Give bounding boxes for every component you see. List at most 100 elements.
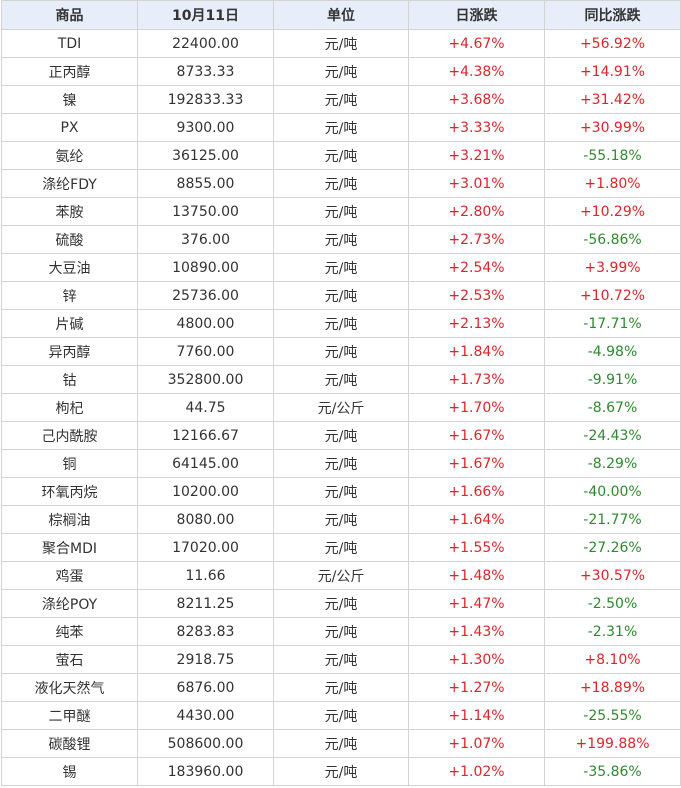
price-cell: 10200.00 <box>137 477 274 506</box>
table-row: 聚合MDI 17020.00 元/吨 +1.55% -27.26% <box>1 533 681 562</box>
commodity-name-cell: 氨纶 <box>1 141 138 170</box>
unit-cell: 元/吨 <box>273 141 409 170</box>
yoy-change-cell: -9.91% <box>544 365 681 394</box>
table-row: 氨纶 36125.00 元/吨 +3.21% -55.18% <box>1 141 681 170</box>
daily-change-cell: +1.70% <box>408 393 545 422</box>
yoy-change-cell: -8.67% <box>544 393 681 422</box>
commodity-name-cell: 镍 <box>1 85 138 114</box>
daily-change-cell: +1.55% <box>408 533 545 562</box>
daily-change-cell: +2.53% <box>408 281 545 310</box>
price-cell: 183960.00 <box>137 757 274 786</box>
daily-change-cell: +1.73% <box>408 365 545 394</box>
table-row: 大豆油 10890.00 元/吨 +2.54% +3.99% <box>1 253 681 282</box>
commodity-name-cell: 异丙醇 <box>1 337 138 366</box>
daily-change-cell: +4.38% <box>408 57 545 86</box>
table-row: 钴 352800.00 元/吨 +1.73% -9.91% <box>1 365 681 394</box>
yoy-change-cell: +14.91% <box>544 57 681 86</box>
unit-cell: 元/吨 <box>273 337 409 366</box>
yoy-change-cell: -2.31% <box>544 617 681 646</box>
daily-change-cell: +1.14% <box>408 701 545 730</box>
commodity-name-cell: 碳酸锂 <box>1 729 138 758</box>
yoy-change-cell: -2.50% <box>544 589 681 618</box>
table-row: 棕榈油 8080.00 元/吨 +1.64% -21.77% <box>1 505 681 534</box>
table-row: 正丙醇 8733.33 元/吨 +4.38% +14.91% <box>1 57 681 86</box>
table-row: 片碱 4800.00 元/吨 +2.13% -17.71% <box>1 309 681 338</box>
yoy-change-cell: -4.98% <box>544 337 681 366</box>
yoy-change-cell: -35.86% <box>544 757 681 786</box>
daily-change-cell: +1.27% <box>408 673 545 702</box>
table-header-row: 商品 10月11日 单位 日涨跌 同比涨跌 <box>1 0 681 30</box>
commodity-name-cell: 大豆油 <box>1 253 138 282</box>
header-yoy-change: 同比涨跌 <box>544 0 681 30</box>
unit-cell: 元/吨 <box>273 645 409 674</box>
commodity-name-cell: 锌 <box>1 281 138 310</box>
commodity-name-cell: TDI <box>1 29 138 58</box>
yoy-change-cell: -27.26% <box>544 533 681 562</box>
commodity-name-cell: 二甲醚 <box>1 701 138 730</box>
commodity-name-cell: 正丙醇 <box>1 57 138 86</box>
yoy-change-cell: -17.71% <box>544 309 681 338</box>
unit-cell: 元/公斤 <box>273 393 409 422</box>
price-cell: 192833.33 <box>137 85 274 114</box>
header-commodity: 商品 <box>1 0 138 30</box>
daily-change-cell: +1.66% <box>408 477 545 506</box>
unit-cell: 元/吨 <box>273 673 409 702</box>
daily-change-cell: +1.67% <box>408 421 545 450</box>
commodity-name-cell: 液化天然气 <box>1 673 138 702</box>
daily-change-cell: +2.80% <box>408 197 545 226</box>
yoy-change-cell: +1.80% <box>544 169 681 198</box>
table-row: 二甲醚 4430.00 元/吨 +1.14% -25.55% <box>1 701 681 730</box>
yoy-change-cell: +10.29% <box>544 197 681 226</box>
table-row: 硫酸 376.00 元/吨 +2.73% -56.86% <box>1 225 681 254</box>
table-row: 锌 25736.00 元/吨 +2.53% +10.72% <box>1 281 681 310</box>
daily-change-cell: +1.67% <box>408 449 545 478</box>
daily-change-cell: +3.21% <box>408 141 545 170</box>
unit-cell: 元/吨 <box>273 477 409 506</box>
yoy-change-cell: +31.42% <box>544 85 681 114</box>
table-row: 异丙醇 7760.00 元/吨 +1.84% -4.98% <box>1 337 681 366</box>
price-cell: 8283.83 <box>137 617 274 646</box>
yoy-change-cell: +18.89% <box>544 673 681 702</box>
table-row: 鸡蛋 11.66 元/公斤 +1.48% +30.57% <box>1 561 681 590</box>
unit-cell: 元/吨 <box>273 225 409 254</box>
table-row: PX 9300.00 元/吨 +3.33% +30.99% <box>1 113 681 142</box>
price-cell: 25736.00 <box>137 281 274 310</box>
daily-change-cell: +2.54% <box>408 253 545 282</box>
price-cell: 64145.00 <box>137 449 274 478</box>
price-cell: 4430.00 <box>137 701 274 730</box>
commodity-name-cell: 棕榈油 <box>1 505 138 534</box>
price-cell: 376.00 <box>137 225 274 254</box>
unit-cell: 元/吨 <box>273 421 409 450</box>
daily-change-cell: +2.13% <box>408 309 545 338</box>
commodity-name-cell: 纯苯 <box>1 617 138 646</box>
yoy-change-cell: -8.29% <box>544 449 681 478</box>
price-cell: 8733.33 <box>137 57 274 86</box>
price-cell: 10890.00 <box>137 253 274 282</box>
table-row: 枸杞 44.75 元/公斤 +1.70% -8.67% <box>1 393 681 422</box>
unit-cell: 元/吨 <box>273 169 409 198</box>
table-body: TDI 22400.00 元/吨 +4.67% +56.92% 正丙醇 8733.33 元/吨… <box>1 29 681 786</box>
daily-change-cell: +1.84% <box>408 337 545 366</box>
header-unit: 单位 <box>273 0 409 30</box>
unit-cell: 元/吨 <box>273 729 409 758</box>
commodity-name-cell: 锡 <box>1 757 138 786</box>
yoy-change-cell: +199.88% <box>544 729 681 758</box>
unit-cell: 元/吨 <box>273 505 409 534</box>
commodity-name-cell: 萤石 <box>1 645 138 674</box>
table-row: 苯胺 13750.00 元/吨 +2.80% +10.29% <box>1 197 681 226</box>
table-row: 碳酸锂 508600.00 元/吨 +1.07% +199.88% <box>1 729 681 758</box>
unit-cell: 元/吨 <box>273 617 409 646</box>
price-cell: 508600.00 <box>137 729 274 758</box>
commodity-name-cell: 涤纶POY <box>1 589 138 618</box>
daily-change-cell: +1.64% <box>408 505 545 534</box>
daily-change-cell: +4.67% <box>408 29 545 58</box>
table-row: 纯苯 8283.83 元/吨 +1.43% -2.31% <box>1 617 681 646</box>
table-row: 镍 192833.33 元/吨 +3.68% +31.42% <box>1 85 681 114</box>
commodity-name-cell: 片碱 <box>1 309 138 338</box>
price-cell: 9300.00 <box>137 113 274 142</box>
commodity-name-cell: 环氧丙烷 <box>1 477 138 506</box>
commodity-name-cell: 铜 <box>1 449 138 478</box>
unit-cell: 元/吨 <box>273 197 409 226</box>
price-cell: 8855.00 <box>137 169 274 198</box>
